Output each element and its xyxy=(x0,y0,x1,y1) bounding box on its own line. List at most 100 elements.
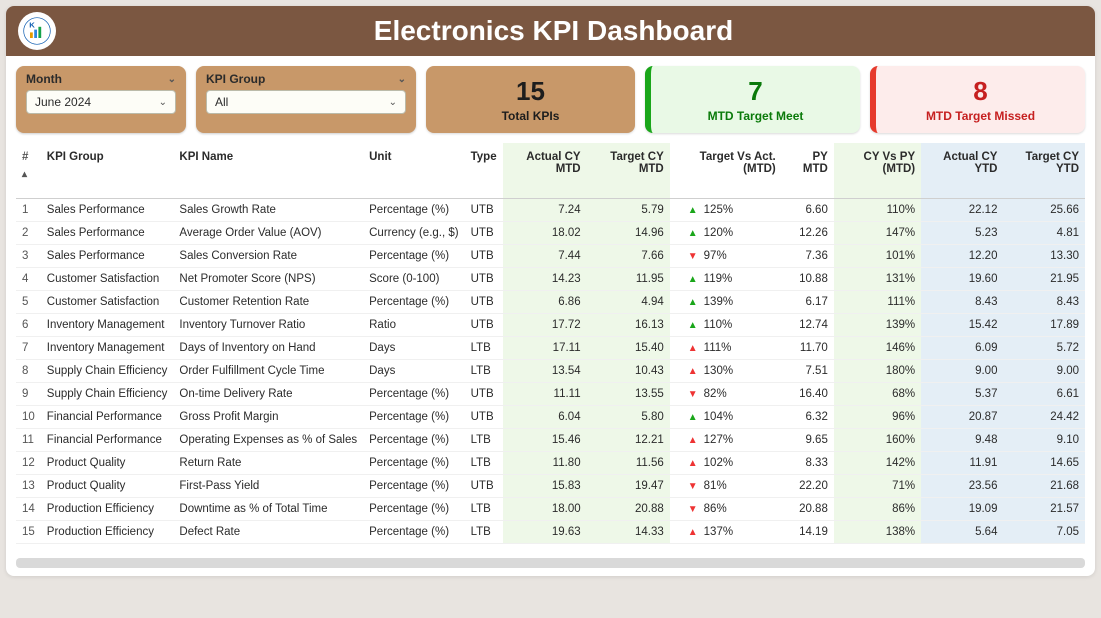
cell-target-ytd: 5.72 xyxy=(1003,337,1085,360)
table-row[interactable]: 15Production EfficiencyDefect RatePercen… xyxy=(16,521,1085,544)
triangle-up-icon: ▲ xyxy=(688,205,704,216)
cell-tva: ▲119% xyxy=(670,268,782,291)
cell-tva: ▲139% xyxy=(670,291,782,314)
cell-actual-ytd: 15.42 xyxy=(921,314,1003,337)
table-row[interactable]: 6Inventory ManagementInventory Turnover … xyxy=(16,314,1085,337)
horizontal-scrollbar[interactable] xyxy=(16,558,1085,568)
page-title: Electronics KPI Dashboard xyxy=(74,15,1033,47)
cell-py: 10.88 xyxy=(782,268,834,291)
col-actual-mtd[interactable]: Actual CY MTD xyxy=(503,143,587,199)
kpi-total-card: 15 Total KPIs xyxy=(426,66,635,133)
col-type[interactable]: Type xyxy=(465,143,503,199)
cell-target-ytd: 13.30 xyxy=(1003,245,1085,268)
cell-actual-mtd: 11.11 xyxy=(503,383,587,406)
chevron-down-icon: ⌄ xyxy=(398,74,406,85)
col-unit[interactable]: Unit xyxy=(363,143,464,199)
chevron-down-icon: ⌄ xyxy=(389,97,397,108)
cell-actual-mtd: 17.11 xyxy=(503,337,587,360)
cell-actual-ytd: 9.48 xyxy=(921,429,1003,452)
col-tva[interactable]: Target Vs Act. (MTD) xyxy=(670,143,782,199)
cell-py: 7.36 xyxy=(782,245,834,268)
table-row[interactable]: 11Financial PerformanceOperating Expense… xyxy=(16,429,1085,452)
cell-unit: Percentage (%) xyxy=(363,406,464,429)
table-row[interactable]: 12Product QualityReturn RatePercentage (… xyxy=(16,452,1085,475)
col-cyvpy[interactable]: CY Vs PY (MTD) xyxy=(834,143,921,199)
table-row[interactable]: 9Supply Chain EfficiencyOn-time Delivery… xyxy=(16,383,1085,406)
cell-target-ytd: 9.00 xyxy=(1003,360,1085,383)
col-py[interactable]: PY MTD xyxy=(782,143,834,199)
cell-name: Net Promoter Score (NPS) xyxy=(173,268,363,291)
table-row[interactable]: 4Customer SatisfactionNet Promoter Score… xyxy=(16,268,1085,291)
cell-group: Financial Performance xyxy=(41,429,174,452)
cell-cyvpy: 110% xyxy=(834,199,921,222)
cell-index: 1 xyxy=(16,199,41,222)
month-select[interactable]: June 2024 ⌄ xyxy=(26,90,176,114)
cell-actual-ytd: 12.20 xyxy=(921,245,1003,268)
cell-index: 10 xyxy=(16,406,41,429)
cell-unit: Percentage (%) xyxy=(363,199,464,222)
cell-cyvpy: 147% xyxy=(834,222,921,245)
cell-type: LTB xyxy=(465,360,503,383)
kpi-meet-label: MTD Target Meet xyxy=(708,109,804,123)
cell-target-ytd: 9.10 xyxy=(1003,429,1085,452)
cell-tva: ▲111% xyxy=(670,337,782,360)
col-target-mtd[interactable]: Target CY MTD xyxy=(587,143,670,199)
table-row[interactable]: 13Product QualityFirst-Pass YieldPercent… xyxy=(16,475,1085,498)
cell-name: Return Rate xyxy=(173,452,363,475)
cell-group: Sales Performance xyxy=(41,245,174,268)
cell-actual-ytd: 5.23 xyxy=(921,222,1003,245)
table-row[interactable]: 10Financial PerformanceGross Profit Marg… xyxy=(16,406,1085,429)
cell-index: 11 xyxy=(16,429,41,452)
triangle-down-icon: ▼ xyxy=(688,504,704,515)
cell-cyvpy: 96% xyxy=(834,406,921,429)
table-row[interactable]: 7Inventory ManagementDays of Inventory o… xyxy=(16,337,1085,360)
col-index[interactable]: # ▴ xyxy=(16,143,41,199)
cell-unit: Percentage (%) xyxy=(363,429,464,452)
cell-group: Inventory Management xyxy=(41,337,174,360)
filter-kpigroup-label: KPI Group ⌄ xyxy=(206,72,406,90)
table-row[interactable]: 1Sales PerformanceSales Growth RatePerce… xyxy=(16,199,1085,222)
table-row[interactable]: 5Customer SatisfactionCustomer Retention… xyxy=(16,291,1085,314)
table-row[interactable]: 2Sales PerformanceAverage Order Value (A… xyxy=(16,222,1085,245)
col-actual-ytd[interactable]: Actual CY YTD xyxy=(921,143,1003,199)
cell-group: Product Quality xyxy=(41,452,174,475)
cell-group: Inventory Management xyxy=(41,314,174,337)
cell-unit: Currency (e.g., $) xyxy=(363,222,464,245)
cell-actual-ytd: 11.91 xyxy=(921,452,1003,475)
cell-target-mtd: 5.79 xyxy=(587,199,670,222)
cell-index: 4 xyxy=(16,268,41,291)
col-name[interactable]: KPI Name xyxy=(173,143,363,199)
table-row[interactable]: 14Production EfficiencyDowntime as % of … xyxy=(16,498,1085,521)
col-target-ytd[interactable]: Target CY YTD xyxy=(1003,143,1085,199)
sort-asc-icon: ▴ xyxy=(22,169,35,180)
cell-py: 6.60 xyxy=(782,199,834,222)
cell-index: 14 xyxy=(16,498,41,521)
table-row[interactable]: 8Supply Chain EfficiencyOrder Fulfillmen… xyxy=(16,360,1085,383)
cell-py: 14.19 xyxy=(782,521,834,544)
cell-cyvpy: 146% xyxy=(834,337,921,360)
cell-py: 6.17 xyxy=(782,291,834,314)
kpigroup-select[interactable]: All ⌄ xyxy=(206,90,406,114)
cell-type: UTB xyxy=(465,222,503,245)
kpi-miss-value: 8 xyxy=(973,76,987,107)
cell-tva: ▲125% xyxy=(670,199,782,222)
cell-target-ytd: 8.43 xyxy=(1003,291,1085,314)
cell-cyvpy: 101% xyxy=(834,245,921,268)
cell-name: Gross Profit Margin xyxy=(173,406,363,429)
cell-type: LTB xyxy=(465,429,503,452)
cell-name: Order Fulfillment Cycle Time xyxy=(173,360,363,383)
triangle-up-icon: ▲ xyxy=(688,274,704,285)
cell-index: 3 xyxy=(16,245,41,268)
col-group[interactable]: KPI Group xyxy=(41,143,174,199)
cell-index: 15 xyxy=(16,521,41,544)
cell-group: Supply Chain Efficiency xyxy=(41,383,174,406)
cell-index: 5 xyxy=(16,291,41,314)
cell-actual-mtd: 17.72 xyxy=(503,314,587,337)
table-row[interactable]: 3Sales PerformanceSales Conversion RateP… xyxy=(16,245,1085,268)
cell-actual-mtd: 11.80 xyxy=(503,452,587,475)
cell-cyvpy: 86% xyxy=(834,498,921,521)
triangle-up-icon: ▲ xyxy=(688,366,704,377)
cell-target-ytd: 6.61 xyxy=(1003,383,1085,406)
cell-tva: ▲102% xyxy=(670,452,782,475)
cell-name: Downtime as % of Total Time xyxy=(173,498,363,521)
